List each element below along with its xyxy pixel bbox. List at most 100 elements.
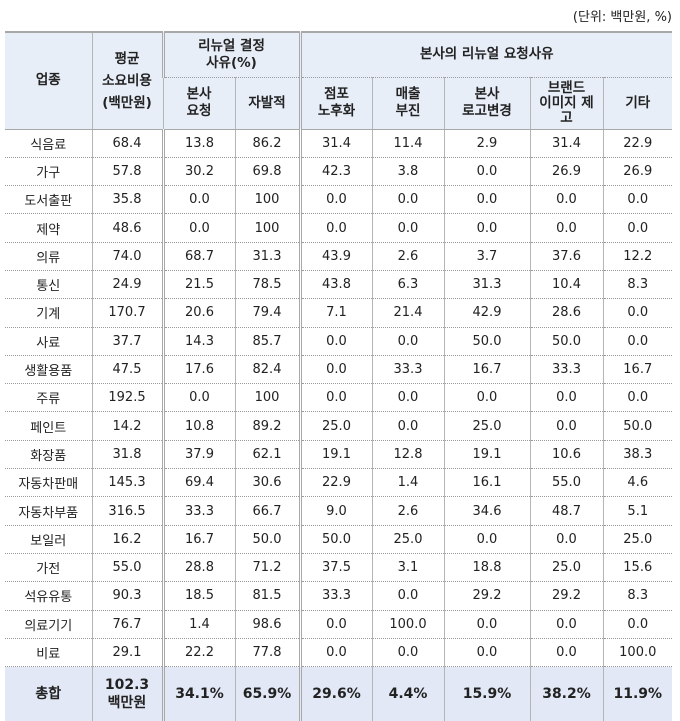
table-header: 업종 평균 소요비용 (백만원) 리뉴얼 결정 사유(%) 본사의 리뉴얼 요청…: [5, 31, 673, 130]
cell-industry: 가구: [5, 157, 93, 187]
cell-logo-change: 42.9: [443, 298, 531, 328]
cell-voluntary: 31.3: [234, 242, 301, 271]
table-row: 가전 55.0 28.8 71.2 37.5 3.1 18.8 25.0 15.6: [5, 553, 673, 583]
table-row: 석유유통 90.3 18.5 81.5 33.3 0.0 29.2 29.2 8.3: [5, 581, 673, 611]
cell-avg-cost: 24.9: [91, 270, 164, 300]
cell-store-aging: 19.1: [298, 440, 373, 470]
header-brand-image-line2: 이미지 제: [539, 94, 594, 111]
total-voluntary: 65.9%: [234, 666, 301, 721]
cell-store-aging: 0.0: [298, 213, 373, 243]
cell-other: 38.3: [602, 440, 673, 470]
cell-sales-slump: 0.0: [371, 638, 445, 668]
cell-other: 4.6: [602, 468, 673, 498]
cell-voluntary: 100: [234, 383, 301, 413]
cell-voluntary: 62.1: [234, 440, 301, 470]
cell-store-aging: 0.0: [298, 355, 373, 385]
cell-logo-change: 0.0: [443, 638, 531, 668]
cell-avg-cost: 76.7: [91, 610, 164, 639]
cell-brand-image: 33.3: [529, 355, 604, 385]
header-avg-cost-line2: 소요비용: [102, 72, 152, 89]
cell-store-aging: 0.0: [298, 610, 373, 639]
cell-other: 0.0: [602, 610, 673, 639]
table-row: 의류 74.0 68.7 31.3 43.9 2.6 3.7 37.6 12.2: [5, 242, 673, 271]
cell-brand-image: 10.6: [529, 440, 604, 470]
cell-voluntary: 100: [234, 185, 301, 215]
cell-industry: 의류: [5, 242, 93, 271]
cell-other: 8.3: [602, 270, 673, 300]
cell-store-aging: 33.3: [298, 581, 373, 611]
cell-sales-slump: 100.0: [371, 610, 445, 639]
cell-brand-image: 0.0: [529, 525, 604, 554]
table-row: 보일러 16.2 16.7 50.0 50.0 25.0 0.0 0.0 25.0: [5, 525, 673, 554]
header-store-aging-line1: 점포: [324, 86, 349, 102]
cell-voluntary: 66.7: [234, 496, 301, 526]
cell-hq-request: 17.6: [161, 355, 236, 385]
cell-store-aging: 22.9: [298, 468, 373, 498]
cell-logo-change: 34.6: [443, 496, 531, 526]
table-row: 주류 192.5 0.0 100 0.0 0.0 0.0 0.0 0.0: [5, 383, 673, 413]
cell-brand-image: 0.0: [529, 610, 604, 639]
cell-other: 0.0: [602, 383, 673, 413]
cell-voluntary: 86.2: [234, 129, 301, 158]
cell-brand-image: 10.4: [529, 270, 604, 300]
cell-sales-slump: 11.4: [371, 129, 445, 158]
cell-hq-request: 13.8: [161, 129, 236, 158]
cell-store-aging: 9.0: [298, 496, 373, 526]
cell-industry: 보일러: [5, 525, 93, 554]
table-row: 페인트 14.2 10.8 89.2 25.0 0.0 25.0 0.0 50.0: [5, 411, 673, 441]
cell-hq-request: 0.0: [161, 383, 236, 413]
cell-sales-slump: 0.0: [371, 411, 445, 441]
cell-avg-cost: 192.5: [91, 383, 164, 413]
cell-sales-slump: 3.8: [371, 157, 445, 187]
cell-sales-slump: 33.3: [371, 355, 445, 385]
header-logo-change-line1: 본사: [474, 86, 500, 102]
cell-logo-change: 19.1: [443, 440, 531, 470]
cell-other: 12.2: [602, 242, 673, 271]
cell-industry: 사료: [5, 327, 93, 356]
table-body: 식음료 68.4 13.8 86.2 31.4 11.4 2.9 31.4 22.9 가구 57.8…: [5, 129, 673, 721]
cell-hq-request: 68.7: [161, 242, 236, 271]
cell-other: 0.0: [602, 327, 673, 356]
header-voluntary: 자발적: [234, 77, 301, 130]
header-voluntary-label: 자발적: [248, 94, 286, 111]
cell-other: 22.9: [602, 129, 673, 158]
header-hq-request-line1: 본사: [186, 86, 212, 102]
cell-voluntary: 50.0: [234, 525, 301, 554]
cell-avg-cost: 90.3: [91, 581, 164, 611]
cell-logo-change: 16.1: [443, 468, 531, 498]
cell-store-aging: 50.0: [298, 525, 373, 554]
cell-voluntary: 89.2: [234, 411, 301, 441]
unit-note: (단위: 백만원, %): [572, 10, 672, 25]
cell-sales-slump: 1.4: [371, 468, 445, 498]
header-logo-change: 본사 로고변경: [443, 77, 531, 130]
cell-sales-slump: 25.0: [371, 525, 445, 554]
cell-industry: 가전: [5, 553, 93, 583]
cell-industry: 비료: [5, 638, 93, 668]
header-store-aging: 점포 노후화: [298, 77, 373, 130]
cell-hq-request: 14.3: [161, 327, 236, 356]
total-logo-change: 15.9%: [443, 666, 531, 721]
cell-hq-request: 22.2: [161, 638, 236, 668]
table-row: 도서출판 35.8 0.0 100 0.0 0.0 0.0 0.0 0.0: [5, 185, 673, 215]
table-row: 자동차판매 145.3 69.4 30.6 22.9 1.4 16.1 55.0 4.6: [5, 468, 673, 498]
header-decision-line2: 사유(%): [206, 54, 257, 71]
cell-voluntary: 100: [234, 213, 301, 243]
cell-avg-cost: 47.5: [91, 355, 164, 385]
cell-sales-slump: 2.6: [371, 496, 445, 526]
cell-sales-slump: 21.4: [371, 298, 445, 328]
cell-avg-cost: 55.0: [91, 553, 164, 583]
total-avg-cost-value: 102.3: [104, 676, 150, 693]
cell-brand-image: 0.0: [529, 185, 604, 215]
cell-other: 25.0: [602, 525, 673, 554]
cell-logo-change: 50.0: [443, 327, 531, 356]
cell-brand-image: 55.0: [529, 468, 604, 498]
table-row: 생활용품 47.5 17.6 82.4 0.0 33.3 16.7 33.3 16.7: [5, 355, 673, 385]
header-other-label: 기타: [625, 94, 651, 111]
cell-brand-image: 50.0: [529, 327, 604, 356]
cell-avg-cost: 68.4: [91, 129, 164, 158]
cell-store-aging: 42.3: [298, 157, 373, 187]
header-industry-label: 업종: [35, 72, 61, 89]
cell-avg-cost: 29.1: [91, 638, 164, 668]
header-sales-slump: 매출 부진: [371, 77, 445, 130]
cell-sales-slump: 0.0: [371, 213, 445, 243]
